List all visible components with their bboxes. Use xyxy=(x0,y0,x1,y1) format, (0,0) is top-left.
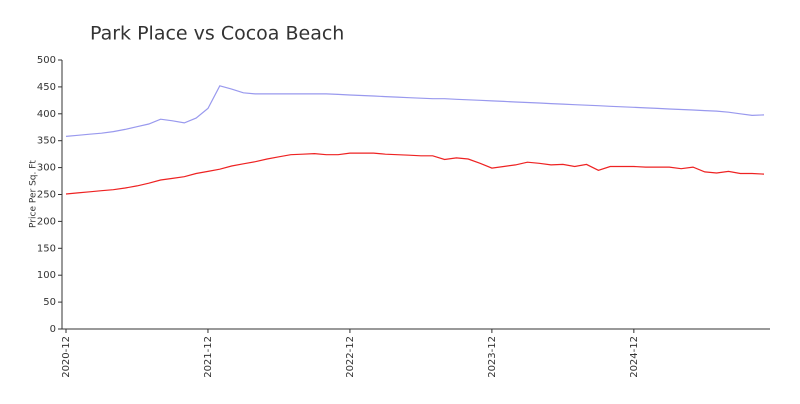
chart-title: Park Place vs Cocoa Beach xyxy=(90,23,344,45)
x-tick-label: 2021-12 xyxy=(203,336,214,378)
x-tick-label: 2023-12 xyxy=(487,336,498,378)
y-tick-label: 450 xyxy=(37,82,56,93)
x-tick-label: 2024-12 xyxy=(629,336,640,378)
y-tick-label: 300 xyxy=(37,163,56,174)
y-tick-label: 150 xyxy=(37,243,56,254)
line-series xyxy=(65,85,765,137)
y-tick-label: 250 xyxy=(37,190,56,201)
x-tick-label: 2020-12 xyxy=(61,336,72,378)
y-tick-label: 200 xyxy=(37,216,56,227)
y-tick-label: 0 xyxy=(50,324,56,335)
line-series xyxy=(65,152,765,195)
y-axis-label: Price Per Sq. Ft xyxy=(29,160,39,228)
y-tick-label: 500 xyxy=(37,55,56,66)
y-tick-label: 400 xyxy=(37,109,56,120)
y-tick-label: 50 xyxy=(43,297,56,308)
y-tick-label: 350 xyxy=(37,136,56,147)
y-tick-label: 100 xyxy=(37,270,56,281)
x-tick-label: 2022-12 xyxy=(345,336,356,378)
